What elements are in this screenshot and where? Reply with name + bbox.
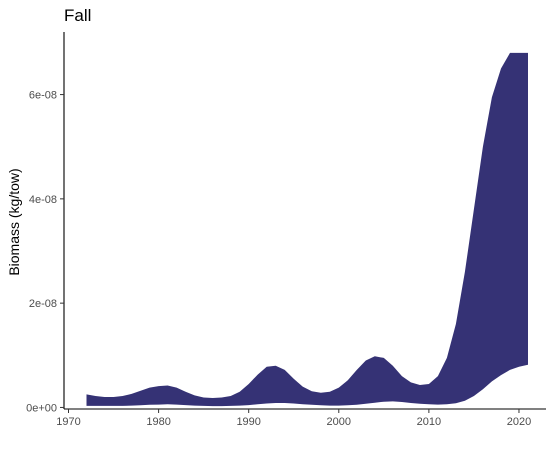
y-axis-label: Biomass (kg/tow) (6, 168, 22, 275)
y-tick-label: 6e-08 (29, 90, 57, 102)
y-tick-label: 4e-08 (29, 194, 57, 206)
y-axis-ticks: 0e+00 2e-08 4e-08 6e-08 (26, 90, 64, 414)
x-axis-ticks: 1970 1980 1990 2000 2010 2020 (56, 409, 531, 428)
plot-area (86, 52, 528, 407)
x-tick-label: 1980 (146, 416, 170, 428)
x-tick-label: 2000 (327, 416, 351, 428)
chart-title: Fall (64, 6, 91, 25)
x-tick-label: 2010 (417, 416, 441, 428)
y-tick-label: 2e-08 (29, 298, 57, 310)
x-tick-label: 1990 (236, 416, 260, 428)
y-tick-label: 0e+00 (26, 402, 57, 414)
x-tick-label: 1970 (56, 416, 80, 428)
biomass-ribbon-0 (86, 52, 528, 407)
x-tick-label: 2020 (507, 416, 531, 428)
